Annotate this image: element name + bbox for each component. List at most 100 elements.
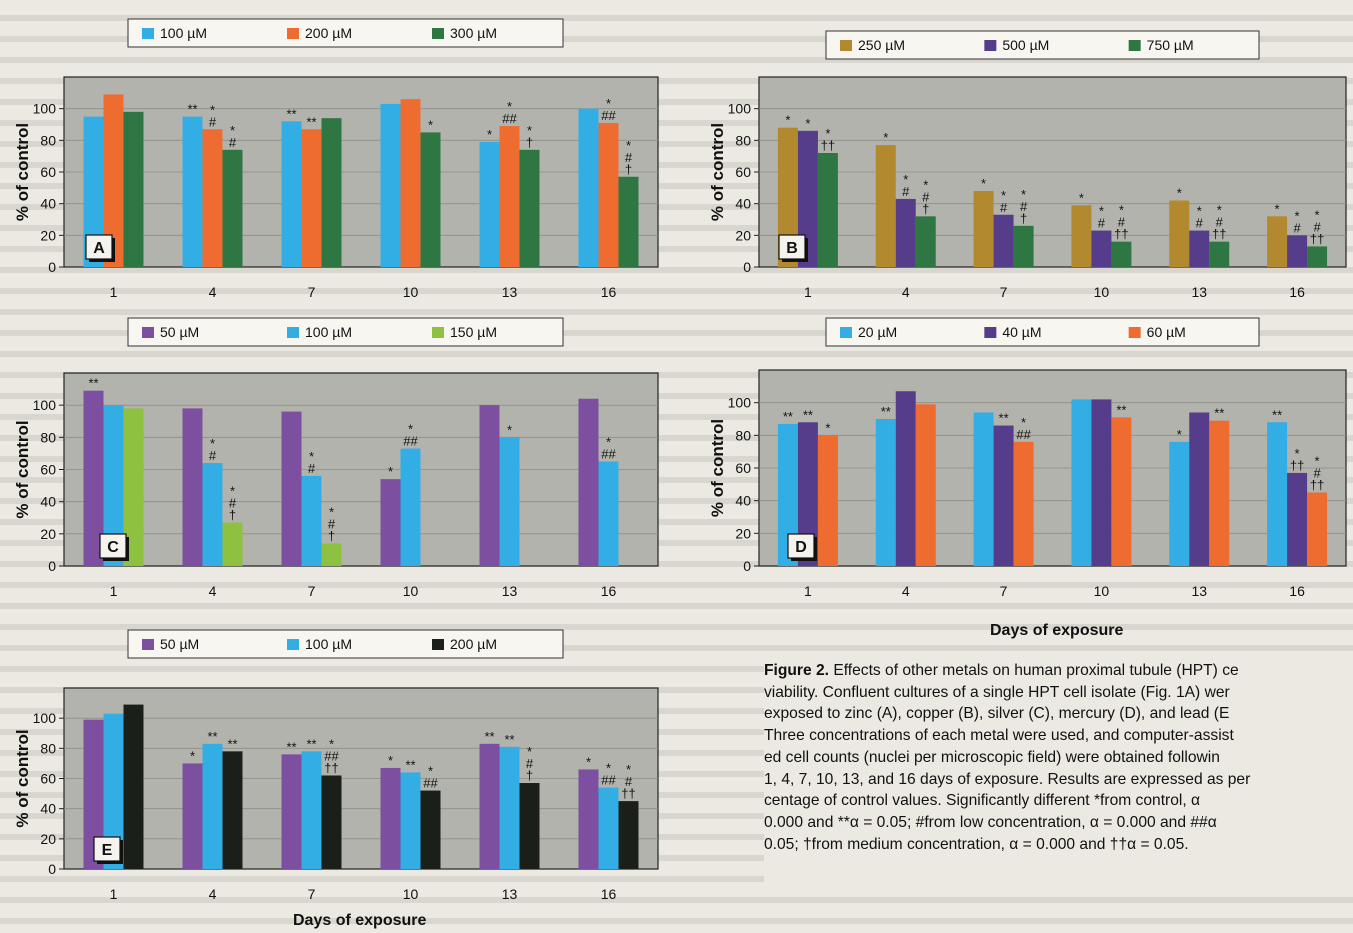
- bar-b-0-0: [777, 127, 798, 268]
- significance-mark: #: [625, 774, 633, 789]
- significance-mark: ##: [601, 773, 616, 788]
- significance-mark: *: [408, 422, 413, 437]
- caption-line: 0.000 and **α = 0.05; #from low concentr…: [764, 813, 1217, 831]
- bar-d-2-0: [817, 435, 838, 566]
- y-tick-label: 20: [735, 525, 751, 541]
- significance-mark: #: [229, 496, 237, 511]
- x-tick-label: 16: [1289, 284, 1305, 300]
- bar-e-1-4: [499, 746, 520, 869]
- x-tick-label: 1: [110, 583, 118, 599]
- significance-mark: #: [328, 516, 336, 531]
- bar-c-0-4: [479, 405, 500, 566]
- y-tick-label: 60: [40, 462, 56, 478]
- x-tick-label: 7: [308, 583, 316, 599]
- significance-mark: *: [527, 123, 532, 138]
- significance-mark: *: [507, 99, 512, 114]
- bar-d-0-2: [973, 412, 994, 566]
- significance-mark: #: [902, 184, 910, 199]
- significance-mark: ††: [1290, 458, 1304, 473]
- legend-swatch: [142, 28, 154, 39]
- bar-e-0-2: [281, 754, 302, 869]
- y-tick-label: 60: [40, 164, 56, 180]
- bar-c-0-5: [578, 398, 599, 566]
- significance-mark: ††: [1212, 227, 1226, 242]
- y-tick-label: 40: [40, 196, 56, 212]
- bar-a-1-3: [400, 99, 421, 268]
- significance-mark: #: [922, 189, 930, 204]
- bar-a-2-4: [519, 149, 540, 267]
- significance-mark: *: [210, 102, 215, 117]
- significance-mark: †: [526, 768, 533, 783]
- significance-mark: *: [309, 449, 314, 464]
- bar-a-2-1: [222, 149, 243, 267]
- bar-d-2-3: [1111, 417, 1132, 566]
- bar-d-1-0: [797, 422, 818, 566]
- panel-label-box: [99, 533, 127, 559]
- significance-mark: †: [526, 135, 533, 150]
- significance-mark: #: [1313, 219, 1321, 234]
- y-tick-label: 80: [40, 740, 56, 756]
- bar-d-2-4: [1209, 420, 1230, 566]
- bar-b-2-5: [1307, 246, 1328, 267]
- significance-mark: *: [1217, 203, 1222, 218]
- x-tick-label: 13: [1191, 583, 1207, 599]
- bar-d-1-1: [895, 391, 916, 566]
- significance-mark: #: [526, 756, 534, 771]
- bar-e-1-1: [202, 743, 223, 869]
- panel-label-box: [85, 234, 113, 260]
- significance-mark: **: [1214, 406, 1224, 421]
- legend-label: 60 µM: [1147, 324, 1186, 340]
- significance-mark: ##: [423, 776, 438, 791]
- bar-a-2-3: [420, 132, 441, 267]
- bar-d-1-3: [1091, 399, 1112, 566]
- x-tick-label: 16: [601, 583, 617, 599]
- x-tick-label: 13: [1191, 284, 1207, 300]
- significance-mark: *: [805, 116, 810, 131]
- bar-e-1-3: [400, 772, 421, 869]
- bar-e-0-0: [83, 719, 104, 869]
- bar-a-2-5: [618, 176, 639, 267]
- bar-c-1-0: [103, 405, 124, 566]
- significance-mark: *: [1099, 204, 1104, 219]
- x-tick-label: 16: [601, 284, 617, 300]
- significance-mark: **: [306, 114, 316, 129]
- y-tick-label: 20: [40, 831, 56, 847]
- significance-mark: *: [626, 762, 631, 777]
- panel-label-c: C: [107, 539, 119, 556]
- y-tick-label: 80: [735, 427, 751, 443]
- x-tick-label: 16: [1289, 583, 1305, 599]
- significance-mark: #: [1098, 216, 1106, 231]
- legend-swatch: [287, 327, 299, 338]
- caption-line: ed cell counts (nuclei per microscopic f…: [764, 748, 1220, 766]
- significance-mark: **: [881, 404, 891, 419]
- bar-d-0-1: [875, 419, 896, 566]
- significance-mark: **: [306, 736, 316, 751]
- significance-mark: #: [1000, 200, 1008, 215]
- figure-caption: Figure 2. Effects of other metals on hum…: [764, 660, 1353, 890]
- bar-c-2-0: [123, 408, 144, 566]
- significance-mark: *: [1177, 427, 1182, 442]
- caption-line-text: Effects of other metals on human proxima…: [829, 662, 1239, 679]
- bar-a-1-4: [499, 126, 520, 267]
- bar-e-2-2: [321, 775, 342, 869]
- bar-e-1-5: [598, 787, 619, 869]
- y-tick-label: 40: [40, 494, 56, 510]
- significance-mark: †: [229, 508, 236, 523]
- legend-swatch: [432, 327, 444, 338]
- significance-mark: **: [1272, 407, 1282, 422]
- x-tick-label: 1: [804, 583, 812, 599]
- bar-b-0-4: [1169, 200, 1190, 267]
- significance-mark: †: [922, 201, 929, 216]
- bar-d-1-5: [1287, 472, 1308, 566]
- significance-mark: *: [1315, 454, 1320, 469]
- legend-label: 150 µM: [450, 324, 497, 340]
- bar-b-2-1: [915, 216, 936, 267]
- significance-mark: *: [606, 96, 611, 111]
- legend-label: 50 µM: [160, 324, 199, 340]
- significance-mark: ##: [403, 434, 418, 449]
- significance-mark: *: [210, 436, 215, 451]
- significance-mark: **: [187, 102, 197, 117]
- significance-mark: ##: [324, 748, 339, 763]
- y-tick-label: 40: [40, 801, 56, 817]
